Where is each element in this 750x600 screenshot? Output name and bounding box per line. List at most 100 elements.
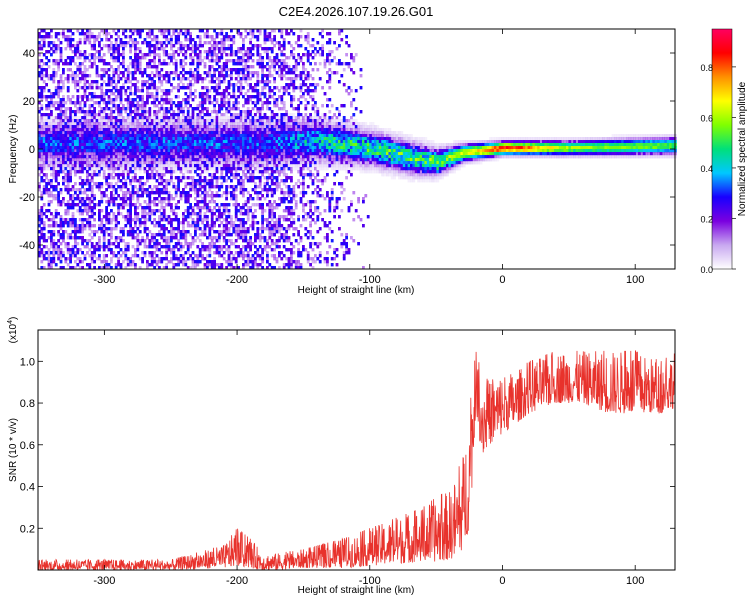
heatmap-cell — [165, 128, 168, 132]
heatmap-cell — [64, 230, 68, 234]
heatmap-cell — [196, 122, 200, 126]
heatmap-cell — [59, 113, 63, 117]
heatmap-cell — [57, 131, 60, 135]
heatmap-cell — [148, 209, 152, 213]
heatmap-cell — [189, 206, 192, 210]
heatmap-cell — [93, 260, 96, 264]
heatmap-cell — [38, 122, 41, 126]
heatmap-cell — [186, 191, 190, 195]
heatmap-cell — [107, 62, 111, 66]
heatmap-cell — [64, 164, 68, 168]
heatmap-cell — [189, 53, 192, 57]
heatmap-cell — [131, 119, 135, 123]
heatmap-cell — [196, 215, 200, 219]
heatmap-cell — [136, 86, 140, 90]
heatmap-cell — [249, 119, 252, 123]
heatmap-cell — [93, 197, 96, 201]
heatmap-cell — [117, 104, 120, 108]
heatmap-cell — [160, 176, 164, 180]
heatmap-cell — [210, 44, 214, 48]
heatmap-cell — [134, 62, 137, 66]
heatmap-cell — [242, 194, 245, 198]
heatmap-cell — [64, 122, 68, 126]
heatmap-cell — [134, 125, 137, 129]
heatmap-cell — [208, 236, 212, 240]
heatmap-cell — [57, 191, 60, 195]
heatmap-cell — [102, 158, 106, 162]
heatmap-cell — [54, 167, 58, 171]
heatmap-cell — [141, 29, 144, 33]
heatmap-cell — [256, 77, 260, 81]
heatmap-cell — [196, 191, 200, 195]
heatmap-cell — [40, 176, 44, 180]
heatmap-cell — [122, 32, 125, 36]
heatmap-cell — [59, 104, 63, 108]
heatmap-cell — [256, 134, 260, 138]
heatmap-cell — [162, 134, 166, 138]
heatmap-cell — [198, 92, 202, 96]
heatmap-cell — [119, 155, 123, 159]
heatmap-cell — [114, 68, 118, 72]
heatmap-cell — [136, 146, 140, 150]
heatmap-cell — [74, 146, 77, 150]
heatmap-cell — [256, 248, 260, 252]
heatmap-cell — [256, 116, 260, 120]
heatmap-cell — [100, 227, 104, 231]
heatmap-cell — [203, 107, 207, 111]
heatmap-cell — [59, 233, 63, 237]
heatmap-cell — [134, 212, 137, 216]
heatmap-cell — [167, 98, 171, 102]
heatmap-cell — [258, 80, 262, 84]
heatmap-cell — [162, 113, 166, 117]
heatmap-cell — [155, 38, 159, 42]
heatmap-cell — [112, 86, 116, 90]
heatmap-cell — [143, 134, 147, 138]
heatmap-cell — [138, 113, 142, 117]
heatmap-cell — [198, 53, 202, 57]
heatmap-cell — [155, 260, 159, 264]
heatmap-cell — [76, 134, 80, 138]
heatmap-cell — [184, 101, 188, 105]
heatmap-cell — [119, 266, 123, 270]
heatmap-cell — [107, 233, 111, 237]
heatmap-cell — [194, 266, 197, 270]
heatmap-cell — [242, 137, 245, 141]
heatmap-cell — [131, 146, 135, 150]
heatmap-cell — [261, 116, 264, 120]
heatmap-cell — [42, 140, 46, 144]
heatmap-cell — [129, 116, 132, 120]
heatmap-cell — [136, 134, 140, 138]
heatmap-cell — [64, 146, 68, 150]
heatmap-cell — [162, 122, 166, 126]
heatmap-cell — [201, 101, 204, 105]
heatmap-cell — [117, 116, 120, 120]
heatmap-cell — [102, 134, 106, 138]
heatmap-cell — [201, 29, 204, 33]
heatmap-cell — [225, 86, 228, 90]
heatmap-cell — [184, 197, 188, 201]
heatmap-cell — [117, 170, 120, 174]
heatmap-cell — [148, 35, 152, 39]
heatmap-cell — [146, 98, 149, 102]
heatmap-cell — [74, 83, 77, 87]
heatmap-cell — [232, 59, 236, 63]
heatmap-cell — [230, 239, 233, 243]
heatmap-cell — [210, 236, 214, 240]
heatmap-cell — [251, 215, 255, 219]
heatmap-cell — [52, 248, 56, 252]
heatmap-cell — [261, 140, 264, 144]
heatmap-cell — [134, 53, 137, 57]
heatmap-cell — [131, 188, 135, 192]
heatmap-cell — [138, 29, 142, 33]
heatmap-cell — [186, 257, 190, 261]
heatmap-cell — [254, 119, 257, 123]
heatmap-cell — [191, 212, 195, 216]
heatmap-cell — [153, 260, 156, 264]
heatmap-cell — [239, 149, 243, 153]
heatmap-cell — [141, 71, 144, 75]
heatmap-cell — [71, 236, 75, 240]
heatmap-cell — [225, 131, 228, 135]
heatmap-cell — [177, 239, 180, 243]
heatmap-cell — [40, 236, 44, 240]
heatmap-cell — [40, 131, 44, 135]
